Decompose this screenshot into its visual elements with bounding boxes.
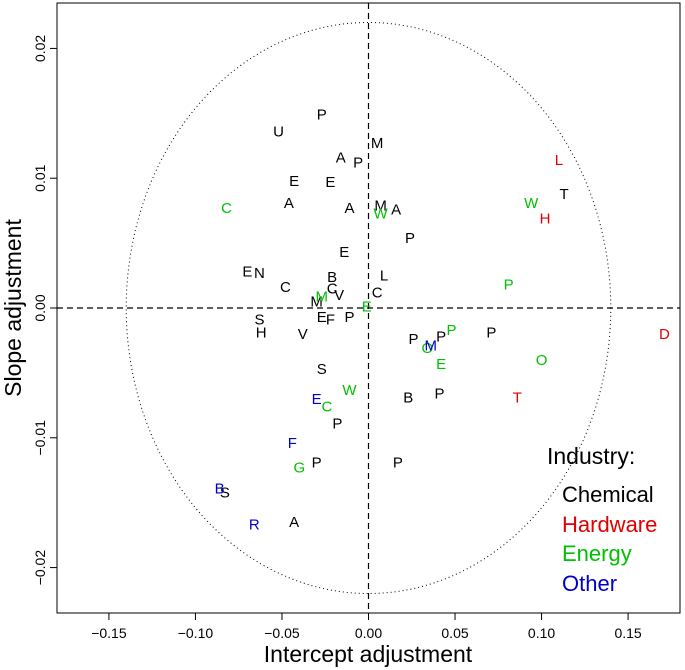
point-hardware: T	[513, 390, 522, 407]
point-energy: P	[504, 277, 514, 294]
point-chemical: C	[280, 279, 291, 296]
point-chemical: S	[220, 484, 230, 501]
point-chemical: M	[310, 294, 323, 311]
point-chemical: A	[284, 195, 294, 212]
point-energy: O	[422, 340, 434, 357]
point-chemical: P	[332, 416, 342, 433]
y-axis-label: Slope adjustment	[0, 219, 26, 397]
point-energy: O	[536, 352, 548, 369]
point-chemical: S	[317, 361, 327, 378]
x-tick-label: −0.05	[264, 625, 300, 641]
point-chemical: S	[254, 312, 264, 329]
point-chemical: V	[298, 326, 308, 343]
point-chemical: M	[371, 135, 384, 152]
point-chemical: U	[273, 123, 284, 140]
point-chemical: B	[403, 390, 413, 407]
point-chemical: E	[317, 309, 327, 326]
point-energy: E	[436, 356, 446, 373]
point-energy: P	[447, 322, 457, 339]
point-chemical: C	[372, 284, 383, 301]
point-chemical: H	[256, 325, 267, 342]
legend-entry-hardware: Hardware	[562, 512, 657, 537]
point-chemical: P	[393, 454, 403, 471]
y-tick-label: 0.00	[32, 294, 48, 321]
point-chemical: E	[289, 173, 299, 190]
point-energy: W	[342, 382, 357, 399]
point-energy: C	[221, 200, 232, 217]
point-chemical: P	[408, 331, 418, 348]
point-chemical: P	[353, 155, 363, 172]
point-chemical: E	[242, 264, 252, 281]
point-other: E	[312, 391, 322, 408]
point-chemical: F	[326, 312, 335, 329]
x-axis-label: Intercept adjustment	[264, 641, 473, 667]
y-tick-label: 0.02	[32, 35, 48, 62]
point-hardware: D	[659, 326, 670, 343]
point-chemical: E	[339, 244, 349, 261]
point-chemical: M	[374, 197, 387, 214]
point-other: R	[249, 517, 260, 534]
point-other: M	[425, 338, 438, 355]
point-other: F	[288, 435, 297, 452]
point-chemical: A	[344, 200, 354, 217]
point-chemical: V	[334, 287, 344, 304]
point-energy: M	[316, 288, 329, 305]
point-chemical: P	[434, 386, 444, 403]
point-chemical: T	[559, 186, 568, 203]
point-other: B	[215, 480, 225, 497]
legend: Industry: Chemical Hardware Energy Other	[547, 443, 657, 596]
point-chemical: P	[312, 454, 322, 471]
point-energy: W	[374, 205, 389, 222]
point-chemical: C	[327, 281, 338, 298]
point-chemical: A	[391, 201, 401, 218]
x-tick-label: −0.15	[91, 625, 127, 641]
legend-entry-energy: Energy	[562, 541, 632, 566]
legend-title: Industry:	[547, 443, 635, 469]
point-energy: G	[293, 460, 305, 477]
point-chemical: P	[436, 329, 446, 346]
point-chemical: P	[317, 107, 327, 124]
point-energy: E	[362, 299, 372, 316]
point-chemical: P	[486, 325, 496, 342]
legend-entry-chemical: Chemical	[562, 482, 654, 507]
point-chemical: A	[289, 514, 299, 531]
point-chemical: L	[380, 268, 388, 285]
reference-lines-layer	[57, 3, 680, 613]
x-tick-label: 0.05	[441, 625, 468, 641]
point-energy: C	[322, 399, 333, 416]
point-chemical: P	[344, 309, 354, 326]
point-chemical: N	[254, 265, 265, 282]
y-tick-label: −0.02	[32, 550, 48, 586]
point-chemical: B	[327, 269, 337, 286]
x-axis: −0.15 −0.10 −0.05 0.00 0.05 0.10 0.15	[91, 613, 642, 641]
point-chemical: P	[405, 230, 415, 247]
legend-entry-other: Other	[562, 571, 617, 596]
point-chemical: A	[336, 149, 346, 166]
y-tick-label: −0.01	[32, 420, 48, 456]
point-chemical: E	[325, 174, 335, 191]
x-tick-label: −0.10	[178, 625, 214, 641]
y-tick-label: 0.01	[32, 164, 48, 191]
point-hardware: H	[540, 210, 551, 227]
point-hardware: L	[555, 152, 563, 169]
point-energy: W	[524, 195, 539, 212]
x-tick-label: 0.10	[528, 625, 555, 641]
y-axis: −0.02 −0.01 0.00 0.01 0.02	[32, 35, 57, 586]
x-tick-label: 0.00	[355, 625, 382, 641]
x-tick-label: 0.15	[614, 625, 641, 641]
